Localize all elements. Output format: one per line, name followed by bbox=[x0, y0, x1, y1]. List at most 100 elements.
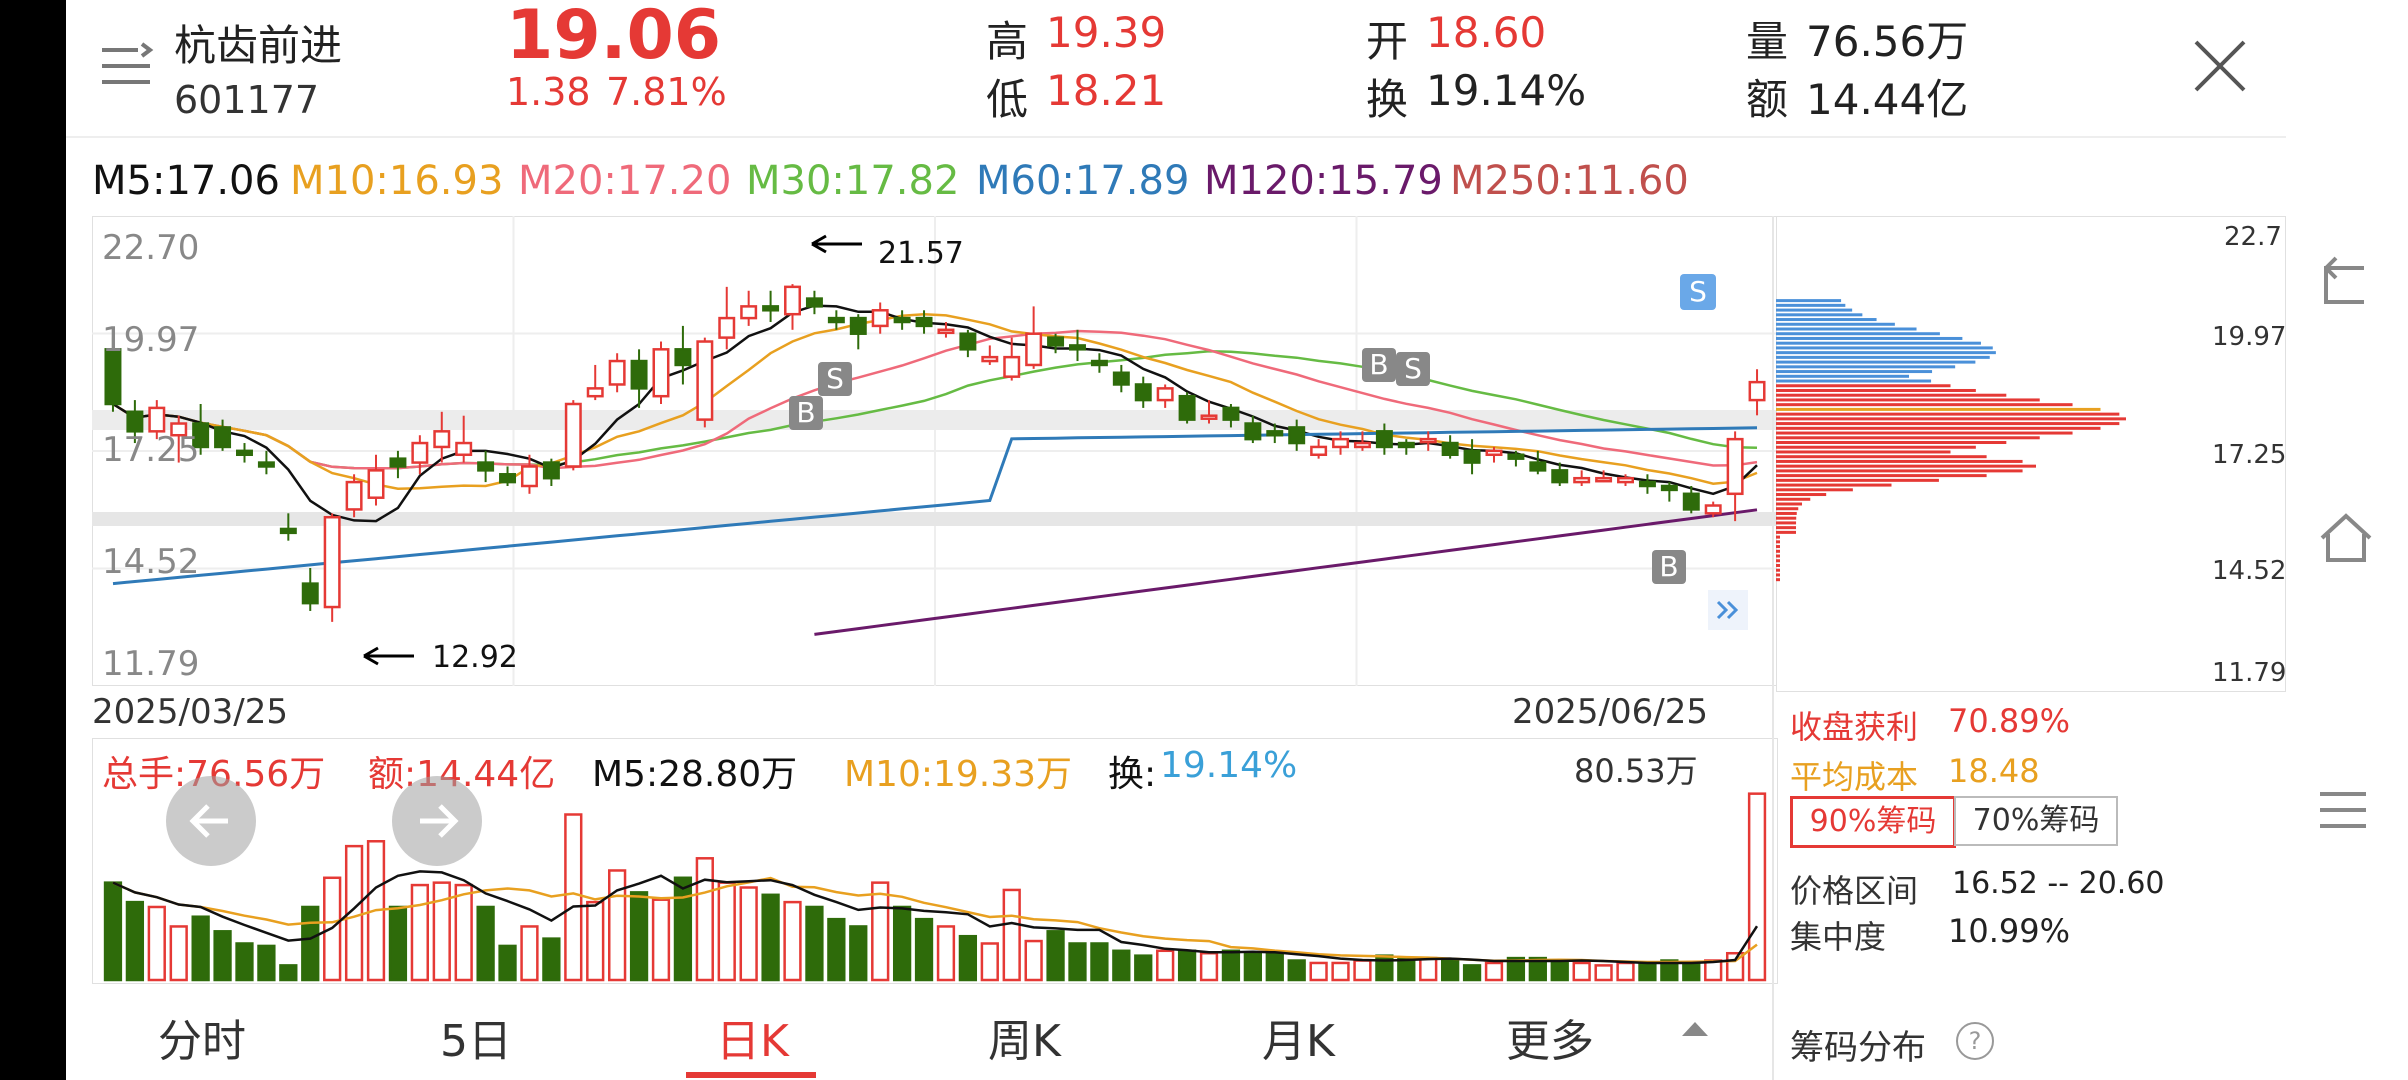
candle-body bbox=[520, 465, 538, 488]
candle bbox=[148, 400, 166, 440]
tab-weekly-k[interactable]: 周K bbox=[988, 1016, 1061, 1067]
volume-bar bbox=[213, 930, 232, 982]
candle bbox=[1288, 419, 1306, 451]
candle bbox=[1332, 431, 1350, 455]
chip-bar bbox=[1776, 346, 1993, 350]
chip-70-button[interactable]: 70%筹码 bbox=[1954, 796, 2118, 846]
volume-bar bbox=[410, 883, 429, 982]
candle-body bbox=[1551, 469, 1569, 484]
caret-up-icon[interactable] bbox=[1680, 1018, 1710, 1042]
candle bbox=[1200, 400, 1218, 424]
chip-bar bbox=[1776, 341, 1981, 345]
chip-90-button[interactable]: 90%筹码 bbox=[1790, 796, 1956, 848]
candle bbox=[849, 314, 867, 350]
volume-bar bbox=[1747, 792, 1767, 982]
help-icon[interactable]: ? bbox=[1956, 1022, 1994, 1060]
date-start: 2025/03/25 bbox=[92, 692, 288, 732]
volume-bar bbox=[739, 886, 758, 982]
arrow-right-icon[interactable] bbox=[392, 776, 482, 866]
candle bbox=[214, 419, 232, 451]
candle bbox=[1244, 415, 1262, 444]
signal-b-badge: B bbox=[1362, 348, 1396, 382]
turnover-label: 换 bbox=[1366, 75, 1409, 124]
volume-bar bbox=[1177, 949, 1197, 982]
candle-body bbox=[915, 316, 933, 328]
volume-bar bbox=[1419, 956, 1438, 982]
candle bbox=[1485, 446, 1503, 463]
stock-detail-screen: 杭齿前进 601177 19.06 1.38 7.81% 高 19.39 低 1… bbox=[66, 0, 2408, 1080]
profit-label: 收盘获利 bbox=[1790, 708, 1919, 746]
volume-ma-lines bbox=[112, 870, 1759, 965]
arrow-left-icon[interactable] bbox=[166, 776, 256, 866]
candlestick-chart[interactable] bbox=[92, 216, 1778, 686]
candle bbox=[411, 435, 429, 475]
volume-bar bbox=[388, 905, 408, 982]
chip-bar bbox=[1776, 327, 1917, 331]
signal-b-badge: B bbox=[789, 396, 823, 430]
ytick-5: 11.79 bbox=[102, 644, 200, 684]
volume-bar bbox=[695, 857, 714, 982]
tab-intraday[interactable]: 分时 bbox=[158, 1016, 246, 1067]
volume-frame bbox=[92, 738, 1778, 984]
volume-bar bbox=[651, 898, 671, 982]
volume-bar bbox=[783, 900, 802, 982]
chip-bar bbox=[1776, 365, 1956, 369]
chip-bar bbox=[1776, 322, 1895, 326]
volume-bar bbox=[520, 925, 539, 982]
chip-ytick-3: 17.25 bbox=[2212, 440, 2287, 470]
candle bbox=[1310, 439, 1328, 459]
candle bbox=[192, 403, 210, 455]
concentration-label: 集中度 bbox=[1790, 918, 1887, 956]
volume-bar bbox=[103, 881, 123, 982]
candle-body bbox=[367, 469, 385, 499]
candle-body bbox=[849, 316, 867, 335]
tab-daily-k[interactable]: 日K bbox=[716, 1016, 789, 1067]
low-label: 低 bbox=[986, 75, 1029, 124]
candle-body bbox=[1397, 441, 1415, 449]
tab-more[interactable]: 更多 bbox=[1506, 1016, 1594, 1067]
back-icon[interactable] bbox=[2316, 256, 2372, 312]
candle-body bbox=[718, 316, 736, 339]
tab-5day[interactable]: 5日 bbox=[440, 1016, 512, 1067]
candle bbox=[1529, 450, 1547, 475]
close-icon[interactable] bbox=[2192, 38, 2248, 94]
volume-bar bbox=[1594, 964, 1613, 982]
double-chevron-right-icon[interactable] bbox=[1708, 590, 1748, 630]
tab-monthly-k[interactable]: 月K bbox=[1262, 1016, 1335, 1067]
volume-bar bbox=[1616, 961, 1635, 982]
chip-bar bbox=[1776, 530, 1797, 534]
candle-body bbox=[740, 305, 758, 320]
ma250-label: M250:11.60 bbox=[1450, 158, 1689, 204]
candle-body bbox=[827, 316, 845, 324]
candle bbox=[1156, 384, 1174, 408]
volume-bar bbox=[1287, 959, 1306, 982]
max-arrow-icon bbox=[808, 232, 864, 260]
chip-bar bbox=[1776, 478, 1939, 482]
volume-bar bbox=[1090, 942, 1109, 982]
nav-menu-icon[interactable] bbox=[2318, 790, 2368, 830]
chip-bar bbox=[1776, 554, 1780, 558]
chip-bar bbox=[1776, 568, 1780, 572]
candle bbox=[1748, 369, 1766, 416]
candle-body bbox=[1090, 359, 1108, 367]
candle bbox=[981, 345, 999, 365]
candle bbox=[674, 325, 692, 385]
candle bbox=[1507, 450, 1525, 467]
volume-bar bbox=[1112, 949, 1131, 982]
volume-ma5-line bbox=[112, 870, 1759, 965]
ma5-line bbox=[112, 304, 1758, 523]
candle-body bbox=[1682, 492, 1700, 511]
chip-bar bbox=[1776, 417, 2126, 421]
volume-m5: M5:28.80万 bbox=[592, 754, 798, 795]
home-icon[interactable] bbox=[2316, 510, 2376, 566]
signal-s-badge: S bbox=[818, 362, 852, 396]
candle-body bbox=[1573, 476, 1591, 484]
ma-lines bbox=[112, 304, 1758, 636]
candle bbox=[1025, 306, 1043, 369]
menu-icon[interactable] bbox=[100, 42, 154, 90]
volume-bar bbox=[586, 900, 605, 982]
candle bbox=[586, 364, 604, 401]
chip-bar bbox=[1776, 374, 1910, 378]
date-end: 2025/06/25 bbox=[1512, 692, 1708, 732]
candle-body bbox=[345, 480, 363, 511]
